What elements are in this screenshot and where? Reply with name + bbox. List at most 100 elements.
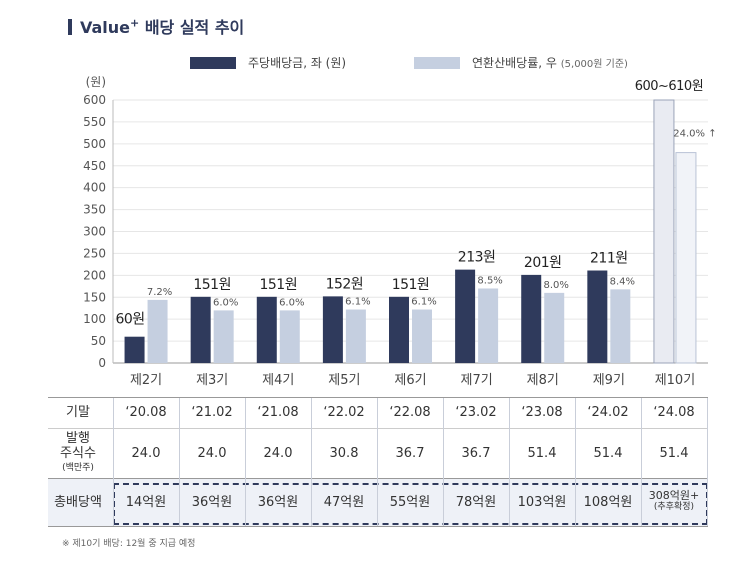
table-row-shares: 발행 주식수 (백만주) 24.0 24.0 24.0 30.8 36.7 36.7 51.… (48, 429, 708, 478)
table-column-divider (707, 398, 708, 526)
y-tick-label: 50 (91, 334, 106, 348)
y-tick-label: 0 (98, 356, 106, 370)
total-header: 총배당액 (54, 495, 102, 510)
total-cell: 36억원 (191, 495, 233, 510)
data-label-dps: 151원 (259, 277, 297, 293)
y-tick-label: 150 (83, 290, 106, 304)
x-tick-label: 제10기 (655, 373, 695, 388)
legend-dps: 주당배당금, 좌 (원) (190, 54, 346, 71)
total-highlight-box (113, 483, 708, 525)
shares-cell: 36.7 (461, 446, 491, 461)
total-cell: 108억원 (583, 495, 633, 510)
bar-chart: 0 50 100 150 200 250 300 350 400 450 500 550 600 (원) 6… (83, 75, 717, 388)
period-cell: ‘22.08 (389, 405, 431, 420)
bar-dps (256, 296, 277, 363)
legend-yield: 연환산배당률, 우 (5,000원 기준) (414, 54, 628, 71)
x-tick-label: 제9기 (593, 373, 625, 388)
y-tick-label: 500 (83, 137, 106, 151)
period-cell: ‘23.08 (521, 405, 563, 420)
bar-yield (345, 309, 366, 363)
period-header: 기말 (66, 405, 90, 420)
data-label-dps: 152원 (326, 276, 364, 292)
data-label-yield: 8.4% (610, 276, 635, 287)
footnote: ※ 제10기 배당: 12월 중 지급 예정 (62, 539, 196, 549)
bar-yield (213, 310, 234, 363)
y-tick-label: 400 (83, 181, 106, 195)
period-cell: ‘21.08 (257, 405, 299, 420)
total-cell: 14억원 (125, 495, 167, 510)
shares-cell: 24.0 (131, 446, 161, 461)
bar-dps (190, 296, 211, 363)
data-label-dps: 60원 (115, 312, 144, 328)
total-cell-note: (추후확정) (653, 502, 695, 512)
legend-yield-label: 연환산배당률, 우 (472, 56, 557, 70)
bar-yield (147, 299, 168, 363)
table-column-divider (179, 398, 180, 526)
x-tick-label: 제8기 (527, 373, 559, 388)
chart-title: Value+ 배당 실적 추이 (68, 14, 244, 38)
x-tick-label: 제5기 (328, 373, 360, 388)
table-rule-2 (48, 478, 708, 479)
bar-yield (412, 309, 432, 363)
x-tick-label: 제6기 (394, 373, 426, 388)
table-top-rule (48, 397, 708, 398)
bar-yield (675, 152, 697, 364)
x-tick-label: 제2기 (130, 373, 162, 388)
period-cell: ‘21.02 (191, 405, 233, 420)
x-tick-label: 제7기 (461, 373, 493, 388)
y-tick-label: 100 (83, 312, 106, 326)
total-cell: 103억원 (517, 495, 567, 510)
bar-yield (478, 288, 499, 363)
data-label-yield: 8.0% (544, 280, 569, 291)
shares-cell: 51.4 (527, 446, 557, 461)
legend-yield-swatch (414, 57, 460, 69)
total-cell: 47억원 (323, 495, 365, 510)
period-cell: ‘20.08 (125, 405, 167, 420)
period-cell: ‘22.02 (323, 405, 365, 420)
x-tick-label: 제4기 (262, 373, 294, 388)
bar-dps (587, 270, 608, 363)
shares-cell: 24.0 (197, 446, 227, 461)
data-label-yield: 6.0% (213, 297, 238, 308)
shares-header-line2: 주식수 (60, 446, 96, 461)
data-label-yield: 6.1% (345, 297, 370, 308)
table-column-divider (245, 398, 246, 526)
period-cell: ‘24.02 (587, 405, 629, 420)
total-cell: 308억원+ (추후확정) (641, 479, 707, 526)
y-tick-label: 200 (83, 268, 106, 282)
table-column-divider (377, 398, 378, 526)
data-label-yield: 24.0% ↑ (673, 129, 716, 140)
title-brand: Value (80, 18, 131, 37)
table-rule-1 (48, 428, 708, 429)
y-tick-label: 450 (83, 159, 106, 173)
table-column-divider (311, 398, 312, 526)
bar-dps (455, 269, 476, 363)
legend-dps-swatch (190, 57, 236, 69)
y-axis-label: (원) (86, 75, 106, 89)
total-cell-value: 308억원+ (648, 489, 700, 502)
y-tick-label: 600 (83, 93, 106, 107)
data-label-dps: 151원 (193, 277, 231, 293)
table-column-divider (641, 398, 642, 526)
title-text: 배당 실적 추이 (139, 18, 245, 37)
shares-cell: 30.8 (329, 446, 359, 461)
table-bottom-rule (48, 526, 708, 527)
total-cell: 55억원 (389, 495, 431, 510)
shares-cell: 51.4 (593, 446, 623, 461)
shares-cell: 51.4 (659, 446, 689, 461)
bar-yield (610, 289, 631, 363)
bar-yield (279, 310, 300, 363)
period-cell: ‘24.08 (653, 405, 695, 420)
total-cell: 36억원 (257, 495, 299, 510)
data-label-yield: 8.5% (477, 275, 502, 286)
shares-header-unit: (백만주) (62, 463, 94, 473)
bar-yield (544, 292, 565, 363)
data-label-yield: 6.0% (279, 297, 304, 308)
data-label-yield: 6.1% (411, 297, 436, 308)
data-label-dps: 211원 (590, 251, 628, 267)
shares-header-line1: 발행 (66, 431, 90, 446)
legend-yield-note: (5,000원 기준) (560, 59, 628, 70)
data-label-dps: 151원 (392, 277, 430, 293)
data-label-dps: 213원 (458, 250, 496, 266)
x-tick-label: 제3기 (196, 373, 228, 388)
